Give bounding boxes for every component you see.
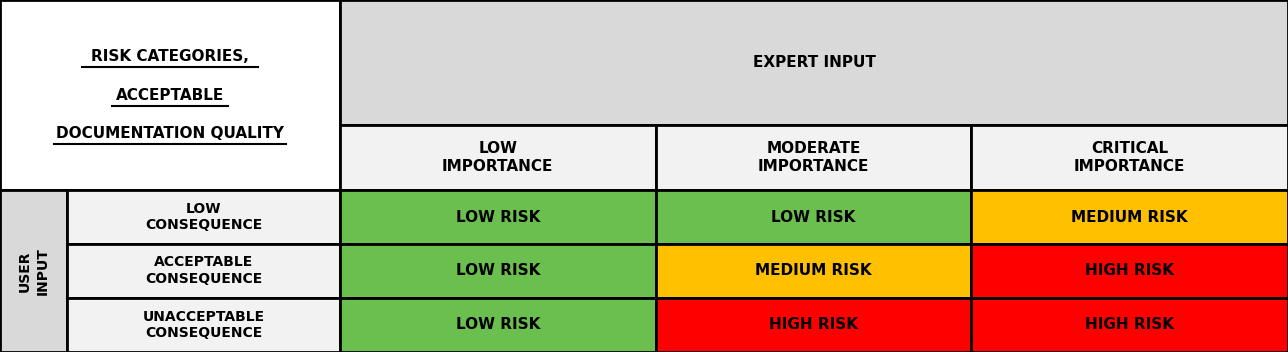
Text: LOW
CONSEQUENCE: LOW CONSEQUENCE xyxy=(144,202,263,232)
Text: MEDIUM RISK: MEDIUM RISK xyxy=(1072,209,1188,225)
Bar xyxy=(67,298,340,352)
Bar xyxy=(656,190,971,244)
Bar xyxy=(971,244,1288,298)
Text: LOW RISK: LOW RISK xyxy=(456,318,540,332)
Text: MEDIUM RISK: MEDIUM RISK xyxy=(755,263,872,278)
Text: RISK CATEGORIES,: RISK CATEGORIES, xyxy=(91,49,249,64)
Bar xyxy=(340,244,656,298)
Text: LOW RISK: LOW RISK xyxy=(456,263,540,278)
Text: DOCUMENTATION QUALITY: DOCUMENTATION QUALITY xyxy=(55,126,285,141)
Bar xyxy=(67,190,340,244)
Text: HIGH RISK: HIGH RISK xyxy=(769,318,858,332)
Bar xyxy=(656,298,971,352)
Text: CRITICAL
IMPORTANCE: CRITICAL IMPORTANCE xyxy=(1074,141,1185,174)
Text: LOW RISK: LOW RISK xyxy=(456,209,540,225)
Bar xyxy=(340,0,1288,125)
Bar xyxy=(0,0,340,190)
Text: LOW
IMPORTANCE: LOW IMPORTANCE xyxy=(442,141,554,174)
Text: LOW RISK: LOW RISK xyxy=(772,209,855,225)
Bar xyxy=(340,298,656,352)
Text: MODERATE
IMPORTANCE: MODERATE IMPORTANCE xyxy=(757,141,869,174)
Text: EXPERT INPUT: EXPERT INPUT xyxy=(752,55,876,70)
Text: UNACCEPTABLE
CONSEQUENCE: UNACCEPTABLE CONSEQUENCE xyxy=(143,309,264,340)
Bar xyxy=(656,125,971,190)
Bar xyxy=(340,125,656,190)
Text: HIGH RISK: HIGH RISK xyxy=(1084,318,1175,332)
Bar xyxy=(971,298,1288,352)
Bar xyxy=(971,190,1288,244)
Text: HIGH RISK: HIGH RISK xyxy=(1084,263,1175,278)
Bar xyxy=(67,244,340,298)
Bar xyxy=(971,125,1288,190)
Text: USER
INPUT: USER INPUT xyxy=(17,247,50,295)
Bar xyxy=(656,244,971,298)
Text: ACCEPTABLE
CONSEQUENCE: ACCEPTABLE CONSEQUENCE xyxy=(144,256,263,286)
Bar xyxy=(0,190,67,352)
Bar xyxy=(340,190,656,244)
Text: ACCEPTABLE: ACCEPTABLE xyxy=(116,88,224,102)
